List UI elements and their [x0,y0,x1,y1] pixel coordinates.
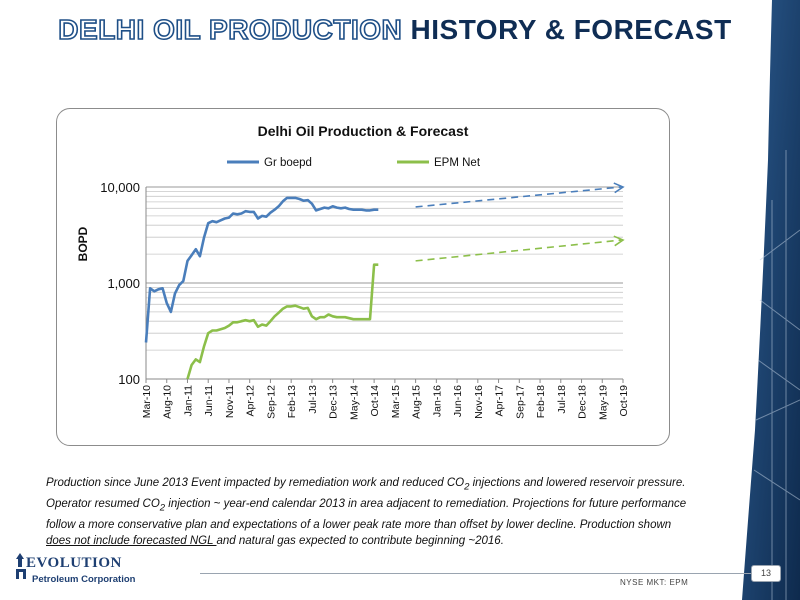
logo-mark-icon [16,553,26,579]
x-tick-label: Sep-17 [514,385,526,419]
x-tick-label: Mar-15 [390,385,402,418]
x-tick-label: Apr-17 [494,385,506,417]
production-chart: 100 1,000 10,000 Mar-10 Aug-10 Jan-11 Jun-11 No… [76,123,630,420]
forecast-line-gr-boepd [415,186,622,208]
caption-underlined: does not include forecasted NGL [46,535,217,548]
forecast-line-epm-net [415,239,622,262]
x-tick-label: Dec-13 [328,385,340,419]
x-tick-label: Oct-19 [618,385,630,417]
caption-text-2: injections and lowered reservoir pressur… [46,477,686,510]
x-tick-label: Jul-13 [307,385,319,414]
x-tick-label: Jan-11 [182,385,194,416]
x-tick-label: Mar-10 [141,385,153,418]
chart-caption: Production since June 2013 Event impacte… [46,475,696,550]
caption-text-3: injection ~ year-end calendar 2013 in ar… [46,497,687,531]
x-tick-label: Jul-18 [556,385,568,414]
caption-text-1: Production since June 2013 Event impacte… [46,477,465,489]
x-tick-label: Dec-18 [577,385,589,419]
x-tick-label: Jun-11 [203,385,215,416]
stock-ticker: NYSE MKT: EPM [620,578,689,587]
x-tick-label: Nov-16 [473,385,485,419]
x-tick-label: Sep-12 [265,385,277,419]
legend-label-gr-boepd: Gr boepd [264,157,312,169]
page-number: 13 [751,565,781,582]
slide-title-part1: DELHI OIL PRODUCTION [57,13,403,46]
series-line-gr-boepd [144,196,379,343]
footer-divider [200,573,755,574]
forecast-arrowhead [613,235,625,247]
slide-title: DELHI OIL PRODUCTION HISTORY & FORECAST [0,13,790,46]
forecast-arrowhead [613,182,625,194]
x-tick-label: May-19 [597,385,609,420]
company-logo: EVOLUTION Petroleum Corporation [10,553,150,587]
x-tick-label: Nov-11 [224,385,236,418]
x-tick-label: Aug-15 [411,385,423,419]
x-tick-label: May-14 [348,385,360,420]
caption-sub-1: 2 [464,481,470,493]
x-tick-label: Aug-10 [162,385,174,419]
x-tick-label: Feb-18 [535,385,547,418]
slide-title-part2: HISTORY & FORECAST [410,14,732,45]
logo-brand: EVOLUTION [26,555,122,571]
x-tick-label: Apr-12 [245,385,257,417]
y-tick-label: 10,000 [100,180,140,195]
logo-subtitle: Petroleum Corporation [32,574,136,585]
y-tick-label: 100 [118,372,140,387]
x-tick-label: Feb-13 [286,385,298,418]
caption-text-4: and natural gas expected to contribute b… [216,535,504,548]
legend-label-epm-net: EPM Net [434,157,481,169]
x-tick-label: Jan-16 [431,385,443,417]
y-tick-label: 1,000 [107,276,140,291]
y-axis-label: BOPD [76,226,90,261]
caption-sub-2: 2 [159,502,166,514]
chart-frame: 100 1,000 10,000 Mar-10 Aug-10 Jan-11 Jun-11 No… [56,108,670,446]
x-tick-label: Jun-16 [452,385,464,417]
series-line-epm-net [186,263,379,380]
chart-title: Delhi Oil Production & Forecast [258,123,469,139]
x-tick-label: Oct-14 [369,385,381,417]
